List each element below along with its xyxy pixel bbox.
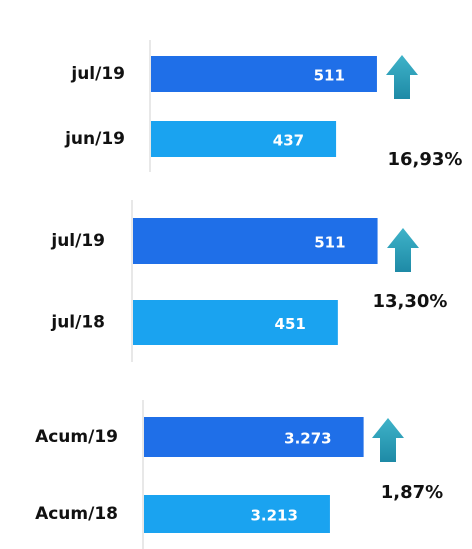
bar [133, 300, 338, 345]
up-arrow [387, 228, 419, 272]
bar [133, 218, 378, 264]
category-label: Acum/18 [35, 504, 118, 524]
change-percent: 16,93% [388, 149, 463, 170]
up-arrow [372, 418, 404, 462]
category-label: jun/19 [64, 129, 125, 149]
value-label: 511 [314, 67, 345, 85]
bar [144, 417, 364, 457]
category-label: jul/19 [50, 231, 105, 251]
value-label: 511 [314, 234, 345, 252]
value-label: 3.273 [284, 430, 331, 448]
category-label: jul/18 [50, 313, 105, 333]
value-label: 3.213 [250, 507, 297, 525]
bar [151, 56, 377, 92]
up-arrow [386, 55, 418, 99]
bar [144, 495, 330, 533]
change-percent: 1,87% [381, 482, 443, 503]
category-label: jul/19 [70, 64, 125, 84]
bar [151, 121, 337, 157]
category-label: Acum/19 [35, 427, 118, 447]
change-percent: 13,30% [373, 291, 448, 312]
value-label: 451 [275, 315, 306, 333]
value-label: 437 [273, 132, 304, 150]
